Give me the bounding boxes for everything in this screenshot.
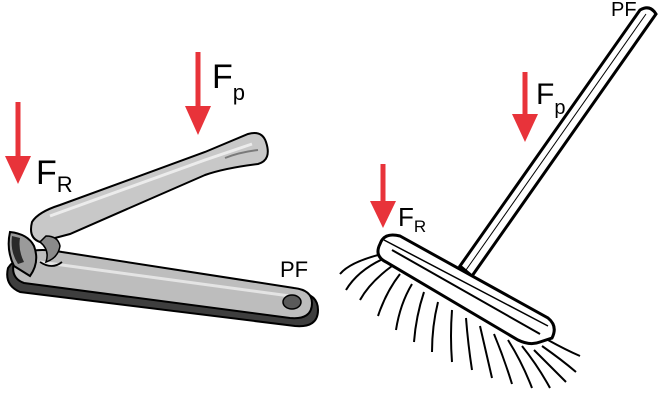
clipper-jaw-dark xyxy=(11,236,24,264)
clipper-lever-groove xyxy=(224,149,259,159)
clipper-lever-hook xyxy=(38,235,61,264)
svg-text:Fp: Fp xyxy=(536,78,565,119)
broom-handle xyxy=(457,6,658,279)
broom-head-edge xyxy=(391,249,541,335)
svg-text:FR: FR xyxy=(398,202,426,236)
broom-pivot-label: PF xyxy=(611,0,637,21)
broom-effort-label: F xyxy=(536,78,554,111)
broom-handle-edge xyxy=(465,13,647,271)
clipper-effort-label: F xyxy=(212,58,233,96)
clipper-pivot-label: PF xyxy=(280,257,308,282)
broom-load-label: F xyxy=(398,202,414,232)
clipper-load-label: F xyxy=(36,154,57,192)
clipper-effort-arrow xyxy=(185,52,211,135)
svg-text:FR: FR xyxy=(36,154,73,197)
clipper-lever-highlight xyxy=(49,142,253,218)
broom-load-arrow xyxy=(370,164,396,228)
broom-effort-subscript: p xyxy=(554,97,565,119)
clipper-load-arrow xyxy=(5,102,31,184)
clipper-lower-highlight xyxy=(39,260,291,298)
nail-clipper: FR Fp PF xyxy=(5,52,320,328)
clipper-effort-subscript: p xyxy=(233,80,245,105)
broom-head-top xyxy=(383,239,549,327)
clipper-pivot-rivet xyxy=(282,294,302,310)
broom-bristles xyxy=(339,253,581,389)
broom: FR Fp PF xyxy=(339,0,658,389)
broom-effort-arrow xyxy=(512,72,538,142)
broom-load-subscript: R xyxy=(414,217,426,236)
svg-text:Fp: Fp xyxy=(212,58,245,105)
clipper-load-subscript: R xyxy=(57,172,73,197)
clipper-pin-mark xyxy=(39,261,63,267)
